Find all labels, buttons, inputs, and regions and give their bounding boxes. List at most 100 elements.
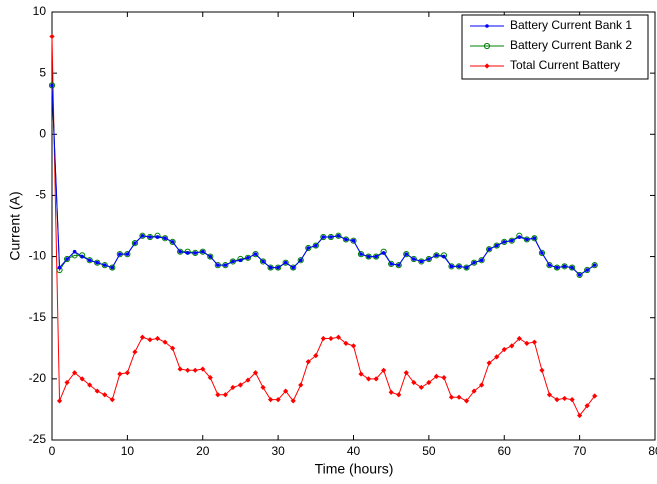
legend-label: Battery Current Bank 1 <box>510 18 632 32</box>
marker <box>314 243 318 248</box>
marker <box>524 340 530 346</box>
marker <box>418 384 424 391</box>
marker <box>245 377 251 383</box>
y-tick-label: -20 <box>29 371 47 385</box>
marker <box>494 243 499 248</box>
marker <box>389 262 393 266</box>
marker <box>231 259 235 264</box>
marker <box>434 253 439 258</box>
marker <box>577 273 582 277</box>
marker <box>320 335 326 342</box>
marker <box>276 265 280 270</box>
marker <box>246 255 250 260</box>
marker <box>410 255 417 263</box>
marker <box>259 258 267 265</box>
marker <box>463 398 470 404</box>
marker <box>80 254 84 259</box>
y-axis-label: Current (A) <box>7 191 23 260</box>
marker <box>163 236 167 241</box>
marker <box>419 259 424 264</box>
marker <box>95 260 100 265</box>
y-tick-label: -5 <box>35 188 46 202</box>
marker <box>357 251 365 258</box>
marker <box>525 237 529 242</box>
marker <box>516 335 522 342</box>
marker <box>57 265 62 270</box>
marker <box>396 263 401 267</box>
marker <box>487 247 491 252</box>
marker <box>216 263 220 267</box>
marker <box>65 257 69 261</box>
marker <box>412 257 416 261</box>
marker <box>230 384 236 391</box>
marker <box>125 252 130 256</box>
marker <box>531 339 537 345</box>
marker <box>154 335 161 342</box>
marker <box>283 260 288 265</box>
marker <box>561 395 568 402</box>
marker <box>177 366 183 372</box>
marker <box>87 382 93 388</box>
marker <box>155 235 160 239</box>
marker <box>49 33 55 40</box>
marker <box>396 392 402 398</box>
legend-marker <box>484 63 490 69</box>
marker <box>411 379 417 386</box>
x-tick-label: 80 <box>648 444 657 458</box>
marker <box>381 251 386 255</box>
x-tick-label: 70 <box>573 444 587 458</box>
y-tick-label: -25 <box>29 432 47 446</box>
marker <box>178 249 182 254</box>
marker <box>554 397 560 403</box>
marker <box>329 235 333 239</box>
marker <box>238 258 243 263</box>
marker <box>403 370 409 376</box>
marker <box>139 334 146 340</box>
marker <box>577 412 583 419</box>
marker <box>290 398 296 404</box>
marker <box>585 268 589 272</box>
marker <box>404 252 409 256</box>
x-tick-label: 20 <box>196 444 210 458</box>
marker <box>170 240 175 244</box>
marker <box>374 254 378 259</box>
marker <box>185 367 191 373</box>
marker <box>555 265 559 270</box>
marker <box>433 373 440 380</box>
marker <box>72 249 77 254</box>
marker <box>102 392 108 398</box>
marker <box>441 375 447 381</box>
marker <box>267 397 274 403</box>
marker <box>169 238 176 245</box>
marker <box>94 388 100 394</box>
marker <box>328 335 334 342</box>
y-tick-label: 0 <box>39 126 46 140</box>
legend-marker <box>485 24 489 28</box>
marker <box>449 264 454 269</box>
marker <box>207 253 214 260</box>
marker <box>538 249 546 257</box>
marker <box>366 254 371 259</box>
marker <box>471 259 478 266</box>
marker <box>344 237 348 242</box>
marker <box>592 393 598 399</box>
marker <box>162 339 168 345</box>
marker <box>312 242 319 249</box>
marker <box>427 257 431 261</box>
marker <box>313 353 319 359</box>
marker <box>403 251 410 258</box>
y-tick-label: 10 <box>33 4 47 18</box>
marker <box>110 265 115 270</box>
marker <box>358 371 364 377</box>
marker <box>350 343 357 349</box>
marker <box>425 255 432 263</box>
marker <box>486 246 493 253</box>
marker <box>546 262 553 269</box>
marker <box>291 265 296 270</box>
marker <box>268 265 273 270</box>
marker <box>502 240 507 244</box>
marker <box>547 263 552 267</box>
marker <box>140 233 145 238</box>
marker <box>200 366 206 372</box>
marker <box>478 257 485 264</box>
